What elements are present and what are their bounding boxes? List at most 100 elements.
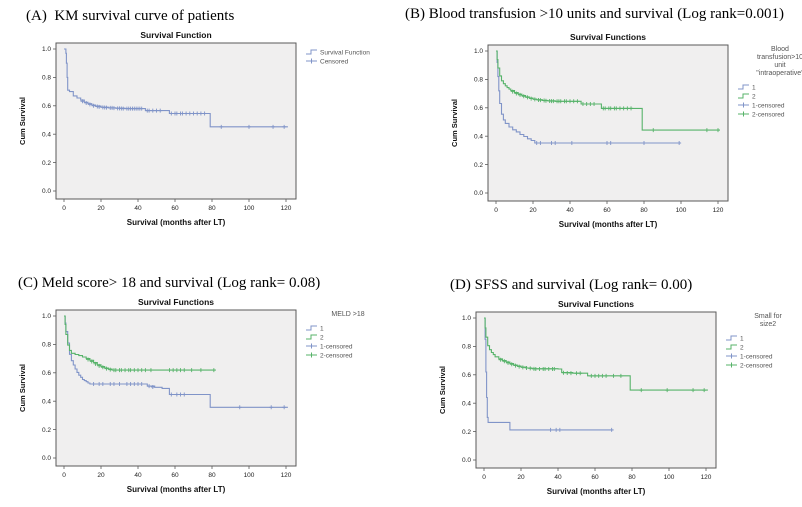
x-tick-label: 20 [517,474,525,481]
legend-plus-symbol [306,352,317,358]
legend-item-label: 2 [320,335,324,342]
survival-curve-1 [496,50,681,144]
censor-marks-Survival Function [80,99,287,129]
x-tick-label: 100 [244,205,255,212]
y-axis-label: Cum Survival [18,364,27,412]
x-tick-label: 20 [97,472,105,479]
legend-plus-symbol [726,353,737,359]
y-tick-label: 0.8 [474,77,483,84]
legend-title-line: "intraoperative" [756,70,802,77]
legend-title-line: Blood [771,46,789,53]
censor-marks-2 [510,89,720,133]
y-tick-label: 0.0 [462,457,471,464]
x-tick-label: 80 [208,472,216,479]
x-axis-label: Survival (months after LT) [127,485,226,494]
censor-marks-1 [534,141,682,146]
panel-d: (D) SFSS and survival (Log rank= 0.00) S… [400,265,802,507]
x-tick-label: 100 [664,474,675,481]
legend-item-label: 2 [752,94,756,101]
x-tick-label: 60 [171,205,179,212]
x-axis-label: Survival (months after LT) [127,218,226,227]
censor-marks-1 [548,427,614,432]
legend-item-label: 2-censored [740,363,773,370]
y-tick-label: 0.6 [474,105,483,112]
legend-title-line: MELD >18 [331,311,364,318]
legend-step-symbol [738,84,749,90]
legend-title-line: Small for [754,313,782,320]
legend-item-label: 1-censored [320,344,353,351]
x-tick-label: 0 [62,205,66,212]
y-tick-label: 1.0 [42,313,51,320]
y-tick-label: 0.0 [42,188,51,195]
panel-a: (A) KM survival curve of patients Surviv… [0,0,400,265]
chart-title: Survival Functions [138,297,214,307]
chart-title: Survival Functions [570,32,646,42]
panel-d-chart: Survival Functions 0.0 0.2 0.4 0.6 0.8 1.0 0 20 4… [438,299,782,496]
x-tick-label: 60 [591,474,599,481]
chart-title: Survival Functions [558,299,634,309]
y-axis: 0.0 0.2 0.4 0.6 0.8 1.0 [474,48,488,197]
legend: MELD >18 1 2 1-censored 2-censored [306,311,365,360]
x-axis-label: Survival (months after LT) [559,220,658,229]
panel-c: (C) Meld score> 18 and survival (Log ran… [0,265,400,507]
x-tick-label: 100 [244,472,255,479]
legend-item-label: 1 [752,85,756,92]
plot-area [55,309,297,467]
legend-item-label: 2 [740,345,744,352]
panel-c-caption: (C) Meld score> 18 and survival (Log ran… [18,275,321,291]
legend-plus-symbol [738,102,749,108]
y-axis: 0.0 0.2 0.4 0.6 0.8 1.0 [462,315,476,464]
legend-plus-symbol [738,111,749,117]
x-tick-label: 0 [494,207,498,214]
y-axis-label: Cum Survival [438,366,447,414]
panel-c-chart: Survival Functions 0.0 0.2 0.4 0.6 0.8 1.0 0 20 4… [18,297,365,494]
y-tick-label: 0.0 [42,455,51,462]
y-axis-label: Cum Survival [18,97,27,145]
panel-b-caption: (B) Blood transfusion >10 units and surv… [405,6,784,22]
censor-marks-1 [91,382,287,410]
x-tick-label: 40 [134,205,142,212]
panel-b: (B) Blood transfusion >10 units and surv… [400,0,802,265]
censor-marks-2 [498,357,707,393]
x-axis: 0 20 40 60 80 100 120 [62,199,292,212]
x-tick-label: 120 [281,205,292,212]
legend-item-label: Censored [320,59,349,66]
y-tick-label: 0.6 [42,103,51,110]
legend-title-line: transfusion>10 [757,54,802,61]
x-tick-label: 20 [529,207,537,214]
panel-a-caption: (A) KM survival curve of patients [26,8,235,24]
legend-step-symbol [738,93,749,99]
y-tick-label: 0.2 [474,162,483,169]
x-tick-label: 80 [640,207,648,214]
x-tick-label: 80 [628,474,636,481]
plot-area [55,42,297,200]
y-tick-label: 1.0 [474,48,483,55]
y-axis: 0.0 0.2 0.4 0.6 0.8 1.0 [42,313,56,462]
x-tick-label: 40 [554,474,562,481]
x-axis: 0 20 40 60 80 100 120 [494,201,724,214]
legend-title-line: unit [774,62,785,69]
legend-item-label: 2-censored [320,353,353,360]
x-axis: 0 20 40 60 80 100 120 [62,466,292,479]
y-tick-label: 0.2 [462,429,471,436]
y-tick-label: 0.2 [42,427,51,434]
y-tick-label: 0.0 [474,190,483,197]
x-tick-label: 120 [281,472,292,479]
y-axis-label: Cum Survival [450,99,459,147]
y-tick-label: 0.6 [462,372,471,379]
legend-plus-symbol [306,58,317,64]
y-axis: 0.0 0.2 0.4 0.6 0.8 1.0 [42,46,56,195]
x-axis: 0 20 40 60 80 100 120 [482,468,712,481]
legend-plus-symbol [726,362,737,368]
legend-title-line: size2 [760,321,776,328]
legend-item-label: 1-censored [740,354,773,361]
legend-step-symbol [726,335,737,341]
x-tick-label: 80 [208,205,216,212]
legend-step-symbol [306,334,317,340]
x-tick-label: 0 [62,472,66,479]
y-tick-label: 0.2 [42,160,51,167]
y-tick-label: 0.4 [42,131,51,138]
censor-marks-2 [86,357,216,373]
